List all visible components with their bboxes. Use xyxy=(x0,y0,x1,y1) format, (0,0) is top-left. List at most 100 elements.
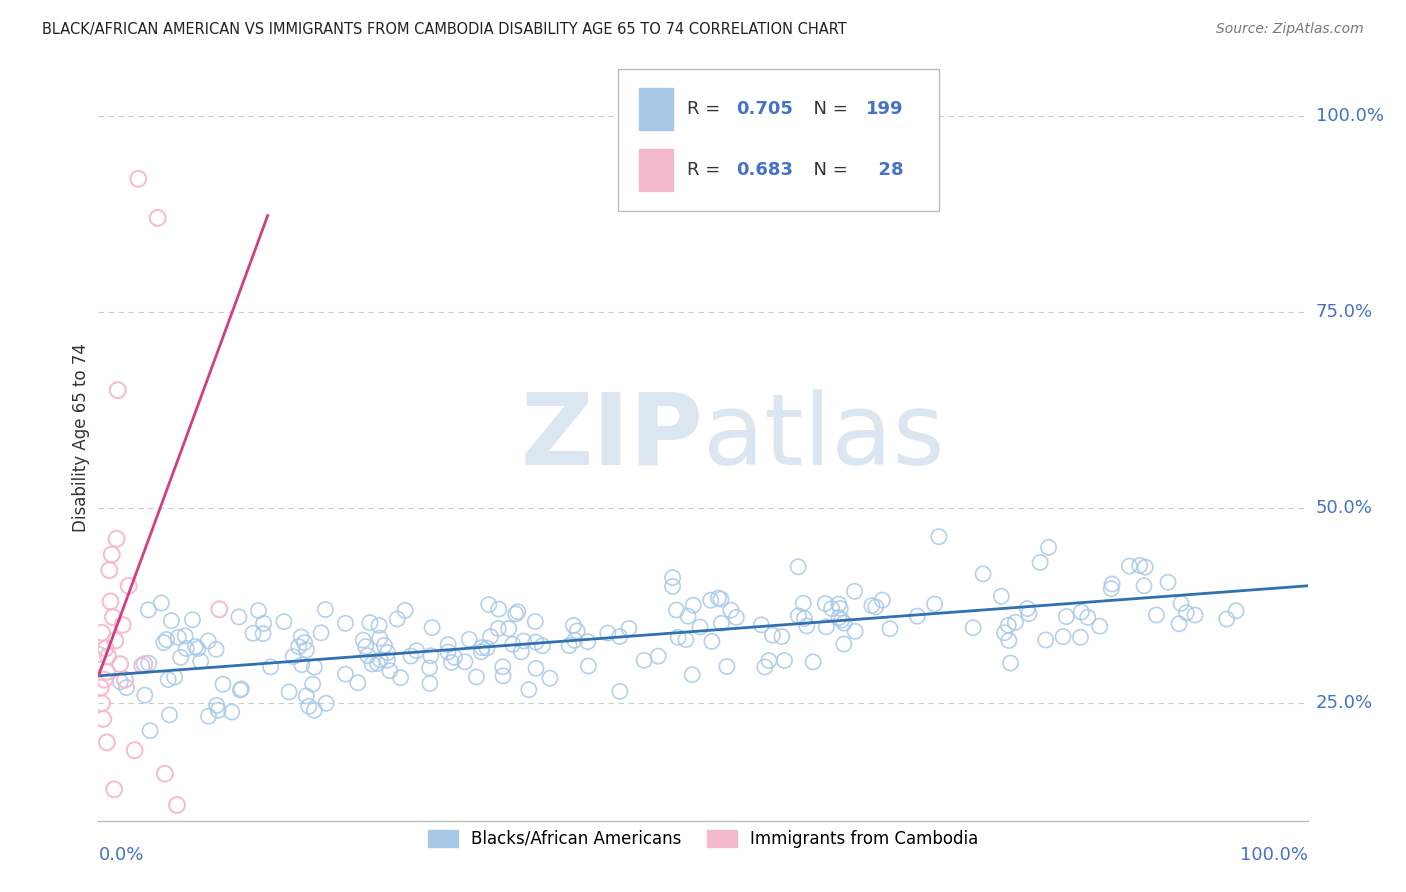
Point xyxy=(152,635,174,649)
Point xyxy=(524,615,547,629)
Point xyxy=(792,596,814,610)
Point xyxy=(609,684,631,698)
Point xyxy=(770,630,793,644)
Point xyxy=(666,630,689,644)
Point xyxy=(166,797,188,812)
Point xyxy=(1175,606,1198,620)
Point xyxy=(315,696,337,710)
Point xyxy=(510,645,533,659)
Point xyxy=(111,618,134,632)
Point xyxy=(1133,579,1156,593)
Point xyxy=(107,383,129,397)
Point xyxy=(157,673,180,687)
FancyBboxPatch shape xyxy=(619,69,939,211)
Point xyxy=(295,643,318,657)
Point xyxy=(972,566,994,581)
Point xyxy=(389,671,412,685)
Text: 0.0%: 0.0% xyxy=(98,846,143,863)
Point xyxy=(124,743,146,757)
Point xyxy=(751,618,773,632)
Point xyxy=(517,682,540,697)
Point xyxy=(146,211,169,225)
Point xyxy=(492,659,515,673)
Point xyxy=(478,598,501,612)
Point xyxy=(252,626,274,640)
Point xyxy=(377,653,399,667)
Point xyxy=(1170,596,1192,610)
Point xyxy=(290,630,312,644)
Point xyxy=(205,698,228,713)
Point xyxy=(304,703,326,717)
Text: 50.0%: 50.0% xyxy=(1316,499,1372,516)
Point xyxy=(832,616,855,631)
Point xyxy=(675,632,697,647)
Point xyxy=(139,723,162,738)
Point xyxy=(754,660,776,674)
Point xyxy=(796,619,818,633)
Point xyxy=(1029,556,1052,570)
Point xyxy=(155,632,177,647)
Point xyxy=(689,620,711,634)
Point xyxy=(661,571,683,585)
Point xyxy=(91,712,114,726)
Point xyxy=(681,667,703,681)
Point xyxy=(150,596,173,610)
Point xyxy=(865,599,887,614)
Point xyxy=(707,591,730,605)
Point xyxy=(361,657,384,671)
Point xyxy=(278,685,301,699)
Point xyxy=(231,681,253,696)
Point xyxy=(115,681,138,695)
Point xyxy=(94,641,117,656)
Point xyxy=(108,657,131,671)
Point xyxy=(665,603,688,617)
Point xyxy=(725,610,748,624)
Point xyxy=(647,649,669,664)
Point xyxy=(498,622,520,636)
Point xyxy=(828,610,851,624)
Text: 0.683: 0.683 xyxy=(735,161,793,178)
Point xyxy=(114,673,136,687)
Point xyxy=(538,671,561,685)
Point xyxy=(1018,607,1040,621)
Text: R =: R = xyxy=(688,161,727,178)
Point xyxy=(700,634,723,648)
Point xyxy=(378,664,401,678)
Point xyxy=(617,622,640,636)
Point xyxy=(419,648,441,663)
Point xyxy=(1157,575,1180,590)
Point xyxy=(260,660,283,674)
Point xyxy=(787,608,810,623)
Point xyxy=(564,633,586,648)
Y-axis label: Disability Age 65 to 74: Disability Age 65 to 74 xyxy=(72,343,90,532)
Point xyxy=(301,677,323,691)
Point xyxy=(1069,630,1091,644)
Point xyxy=(98,563,121,577)
Point xyxy=(90,681,112,695)
Point xyxy=(405,644,427,658)
Point xyxy=(1035,632,1057,647)
Point xyxy=(159,707,181,722)
Point xyxy=(502,637,524,651)
Bar xyxy=(638,88,673,130)
Point xyxy=(440,656,463,670)
Point xyxy=(242,626,264,640)
Point xyxy=(153,766,176,780)
Text: Source: ZipAtlas.com: Source: ZipAtlas.com xyxy=(1216,22,1364,37)
Text: 75.0%: 75.0% xyxy=(1316,303,1374,321)
Text: N =: N = xyxy=(803,100,853,119)
Point xyxy=(475,640,498,655)
Point xyxy=(1216,612,1239,626)
Point xyxy=(1088,619,1111,633)
Text: 0.705: 0.705 xyxy=(735,100,793,119)
Point xyxy=(821,601,844,615)
Point xyxy=(682,598,704,612)
Text: 100.0%: 100.0% xyxy=(1240,846,1308,863)
Point xyxy=(100,594,122,608)
Point xyxy=(676,609,699,624)
Point xyxy=(443,650,465,665)
Point xyxy=(212,677,235,691)
Point xyxy=(170,650,193,665)
Point xyxy=(229,683,252,698)
Point xyxy=(844,624,866,639)
